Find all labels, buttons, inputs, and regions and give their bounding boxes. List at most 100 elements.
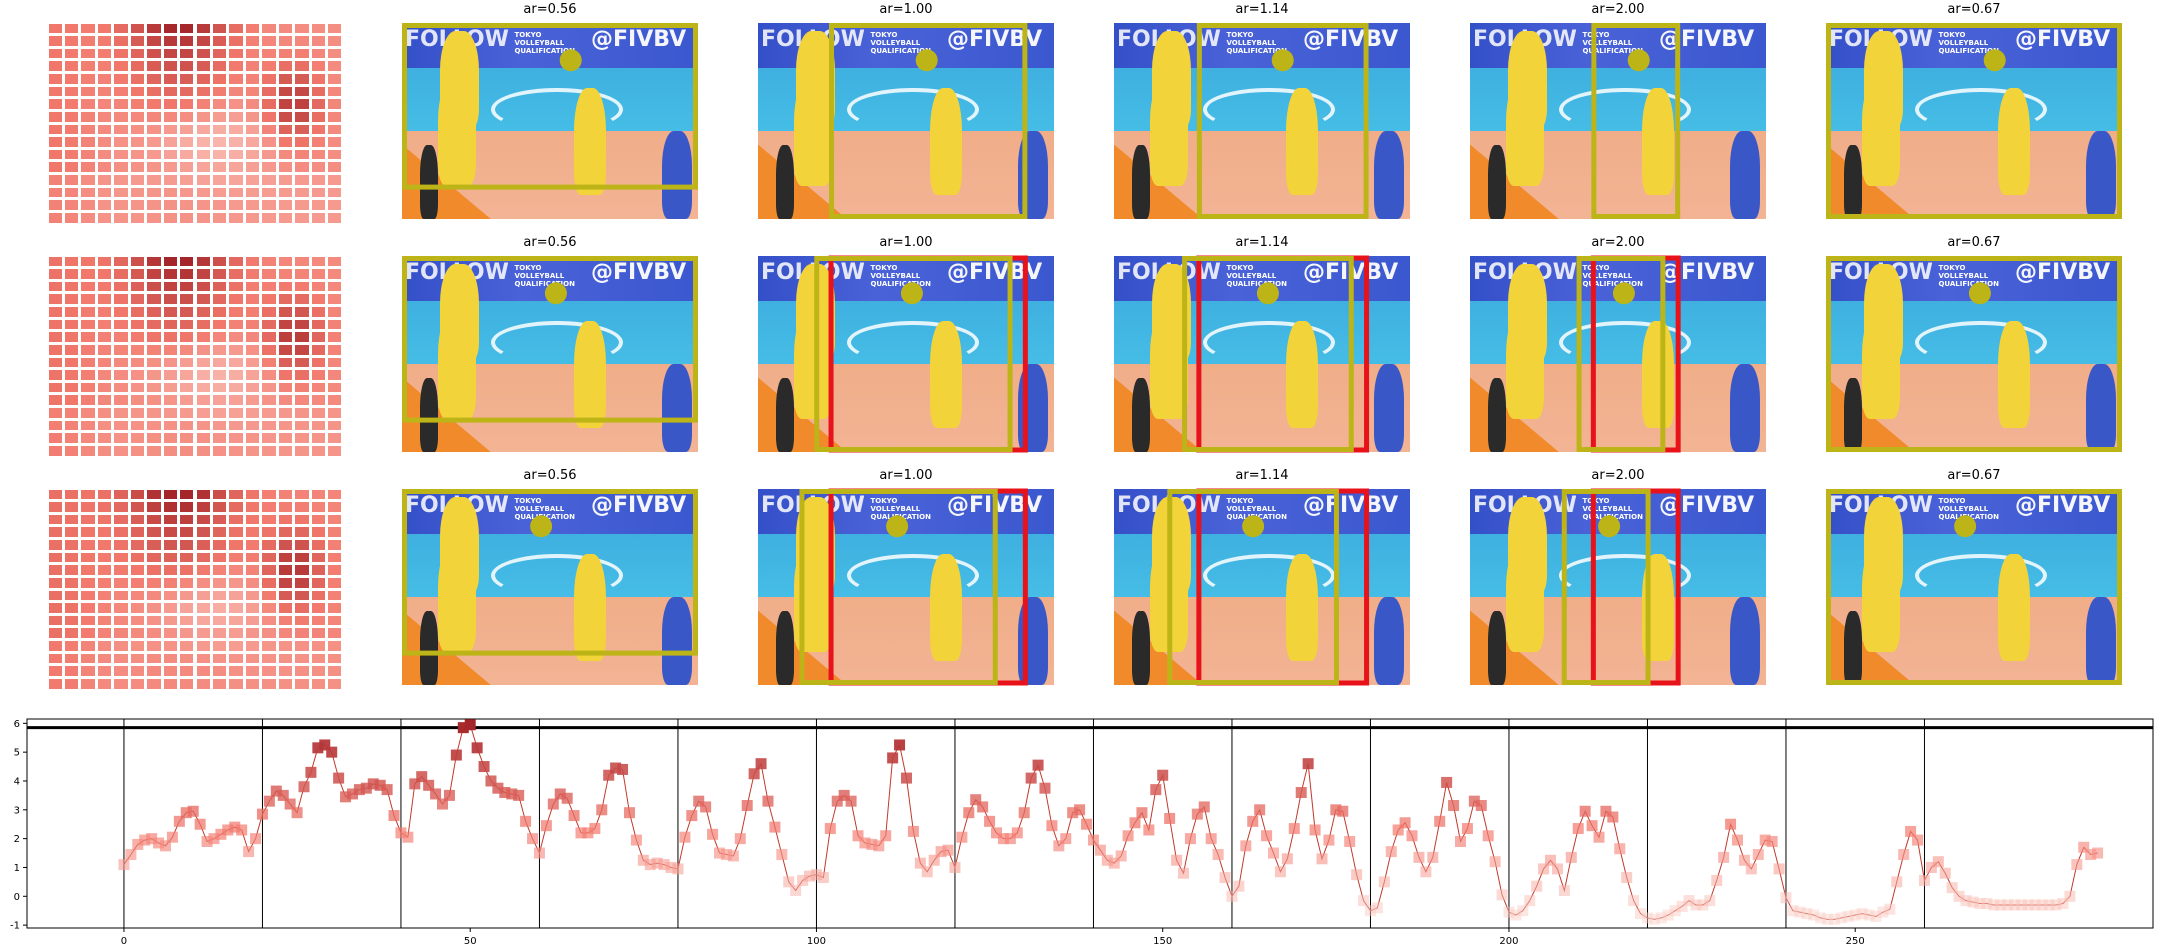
- heatmap-cell: [180, 527, 194, 537]
- data-point: [1164, 812, 1176, 824]
- banner-right-text: @FIVBV: [1303, 26, 1399, 52]
- player-figure: [1730, 130, 1761, 219]
- heatmap-cell: [328, 445, 342, 456]
- heatmap-cell: [64, 382, 79, 393]
- heatmap-cell: [48, 212, 62, 223]
- heatmap-cell: [328, 175, 342, 185]
- heatmap-cell: [311, 527, 326, 537]
- heatmap-cell: [163, 395, 178, 405]
- heatmap-cell: [163, 502, 178, 512]
- heatmap-cell: [163, 307, 178, 317]
- heatmap-cell: [130, 162, 145, 172]
- heatmap-cell: [229, 678, 243, 689]
- heatmap-cell: [64, 653, 79, 664]
- heatmap-cell: [48, 344, 62, 355]
- data-point: [755, 758, 767, 770]
- heatmap-cell: [328, 307, 342, 317]
- banner-small-text: TOKYO VOLLEYBALL QUALIFICATION: [1582, 263, 1643, 288]
- heatmap-cell: [180, 200, 194, 210]
- player-figure: [573, 87, 607, 196]
- banner-small-text: TOKYO VOLLEYBALL QUALIFICATION: [870, 30, 931, 55]
- crop-box: [829, 23, 1028, 219]
- heatmap-cell: [245, 641, 260, 651]
- heatmap-cell: [278, 212, 293, 223]
- heatmap-cell: [262, 408, 276, 418]
- heatmap-cell: [48, 678, 62, 689]
- heatmap-cell: [114, 307, 128, 317]
- heatmap-cell: [97, 433, 112, 443]
- heatmap-cell: [245, 653, 260, 664]
- heatmap-cell: [212, 540, 227, 550]
- heatmap-cell: [81, 540, 95, 550]
- banner-right-text: @FIVBV: [2015, 26, 2111, 52]
- heatmap-cell: [295, 61, 309, 71]
- heatmap-cell: [245, 615, 260, 626]
- heatmap-cell: [196, 603, 210, 613]
- heatmap-cell: [81, 74, 95, 84]
- heatmap-cell: [130, 615, 145, 626]
- photo-logo-arc: [490, 87, 624, 131]
- heatmap-cell: [81, 577, 95, 588]
- heatmap-cell: [81, 666, 95, 676]
- heatmap-cell: [328, 281, 342, 292]
- center-marker: [1627, 49, 1650, 72]
- data-point: [1787, 905, 1799, 917]
- data-point: [2057, 897, 2069, 909]
- heatmap-cell: [114, 86, 128, 97]
- volleyball-photo: FOLLOWTOKYO VOLLEYBALL QUALIFICATION@FIV…: [758, 23, 1054, 219]
- heatmap-cell: [295, 408, 309, 418]
- heatmap-cell: [295, 540, 309, 550]
- player-figure: [1374, 130, 1405, 219]
- data-point: [748, 768, 760, 780]
- photo-logo-arc: [1202, 87, 1336, 131]
- heatmap-cell: [196, 175, 210, 185]
- heatmap-cell: [196, 577, 210, 588]
- heatmap-cell: [278, 332, 293, 342]
- heatmap-cell: [196, 641, 210, 651]
- heatmap-cell: [180, 162, 194, 172]
- heatmap-cell: [212, 653, 227, 664]
- heatmap-cell: [328, 149, 342, 160]
- heatmap-cell: [97, 357, 112, 368]
- heatmap-cell: [81, 187, 95, 198]
- heatmap-cell: [97, 344, 112, 355]
- x-tick-label: 150: [1153, 936, 1172, 947]
- heatmap-cell: [64, 332, 79, 342]
- heatmap-cell: [48, 653, 62, 664]
- heatmap-cell: [81, 99, 95, 109]
- heatmap-cell: [130, 99, 145, 109]
- data-point: [284, 798, 296, 810]
- heatmap-cell: [147, 61, 161, 71]
- crop-overlay: [1826, 256, 2122, 452]
- heatmap-cell: [114, 370, 128, 380]
- heatmap-cell: [229, 653, 243, 664]
- heatmap-cell: [262, 212, 276, 223]
- heatmap-cell: [295, 502, 309, 512]
- heatmap-cell: [245, 540, 260, 550]
- heatmap-cell: [278, 408, 293, 418]
- data-point: [1136, 807, 1148, 819]
- player-figure: [1861, 310, 1900, 419]
- data-point: [1676, 900, 1688, 912]
- heatmap-cell: [196, 99, 210, 109]
- player-figure: [419, 144, 438, 219]
- heatmap-cell: [64, 628, 79, 638]
- heatmap-cell: [97, 162, 112, 172]
- heatmap-cell: [114, 200, 128, 210]
- heatmap-cell: [196, 332, 210, 342]
- crop-overlay: [1561, 488, 1681, 686]
- heatmap-cell: [196, 74, 210, 84]
- data-point: [623, 807, 635, 819]
- data-point: [533, 847, 545, 859]
- heatmap-cell: [295, 99, 309, 109]
- data-point: [513, 789, 525, 801]
- heatmap-cell: [114, 175, 128, 185]
- heatmap-cell: [81, 445, 95, 456]
- heatmap-cell: [196, 382, 210, 393]
- heatmap-cell: [180, 61, 194, 71]
- photo-logo-arc: [1558, 87, 1692, 131]
- heatmap-cell: [212, 99, 227, 109]
- heatmap-cell: [262, 603, 276, 613]
- data-point: [395, 827, 407, 839]
- heatmap-cell: [163, 540, 178, 550]
